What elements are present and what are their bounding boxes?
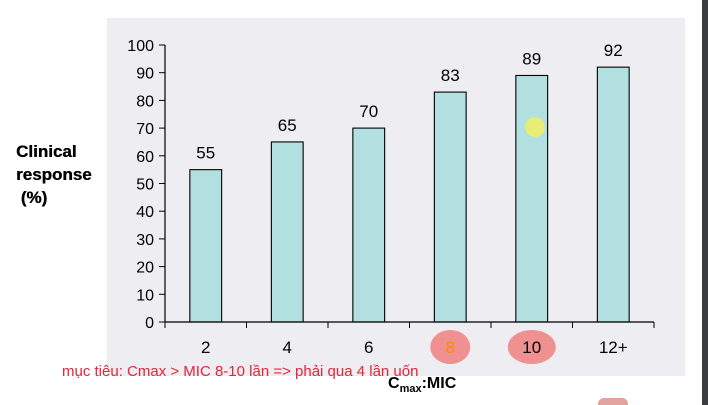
bar	[596, 66, 630, 323]
highlight-mark	[507, 330, 556, 364]
bar	[515, 74, 549, 323]
y-tick-label: 80	[136, 93, 154, 110]
y-tick-label: 60	[136, 149, 154, 166]
y-tick-label: 0	[145, 315, 154, 332]
highlight-mark	[430, 330, 471, 364]
data-label: 70	[359, 102, 378, 121]
y-axis-label: Clinical response (%)	[16, 140, 112, 209]
x-axis-label-main: C	[388, 375, 400, 392]
x-axis-label: Cmax:MIC	[388, 375, 456, 395]
x-axis-label-rest: :MIC	[421, 375, 457, 392]
annotation-note: mục tiêu: Cmax > MIC 8-10 lần => phải qu…	[62, 363, 419, 380]
bar-chart: 0 10 20 30 40 50 60 70 80 90 100 2 4 6 8 10 12+ 55 65 70 8…	[127, 38, 655, 364]
x-tick-label: 2	[201, 338, 210, 357]
x-tick-label: 10	[522, 338, 541, 357]
y-tick-label: 90	[136, 66, 154, 83]
bar	[352, 127, 386, 323]
y-tick-label: 50	[136, 177, 154, 194]
x-tick-label: 8	[446, 338, 455, 357]
y-tick-label: 70	[136, 121, 154, 138]
laser-pointer-dot	[525, 117, 545, 137]
window-edge	[702, 0, 708, 405]
y-tick-label: 30	[136, 232, 154, 249]
data-label: 92	[604, 41, 623, 60]
bar	[270, 141, 304, 323]
decorative-shape	[598, 398, 628, 405]
y-axis-label-line: (%)	[16, 188, 48, 207]
data-label: 65	[278, 116, 297, 135]
y-tick-label: 100	[127, 38, 154, 55]
chart-panel: 0 10 20 30 40 50 60 70 80 90 100 2 4 6 8 10 12+ 55 65 70 8…	[107, 18, 685, 376]
data-label: 83	[441, 66, 460, 85]
x-tick-label: 4	[283, 338, 292, 357]
data-label: 89	[522, 49, 541, 68]
y-axis-label-line: response	[16, 165, 92, 184]
y-axis-label-line: Clinical	[16, 142, 77, 161]
y-tick-label: 40	[136, 204, 154, 221]
x-tick-label: 6	[364, 338, 373, 357]
bar	[433, 91, 467, 323]
x-axis-label-subscript: max	[399, 383, 422, 395]
y-tick-label: 20	[136, 260, 154, 277]
x-tick-label: 12+	[599, 338, 628, 357]
y-tick-label: 10	[136, 287, 154, 304]
data-label: 55	[196, 144, 215, 163]
bar	[189, 169, 223, 323]
